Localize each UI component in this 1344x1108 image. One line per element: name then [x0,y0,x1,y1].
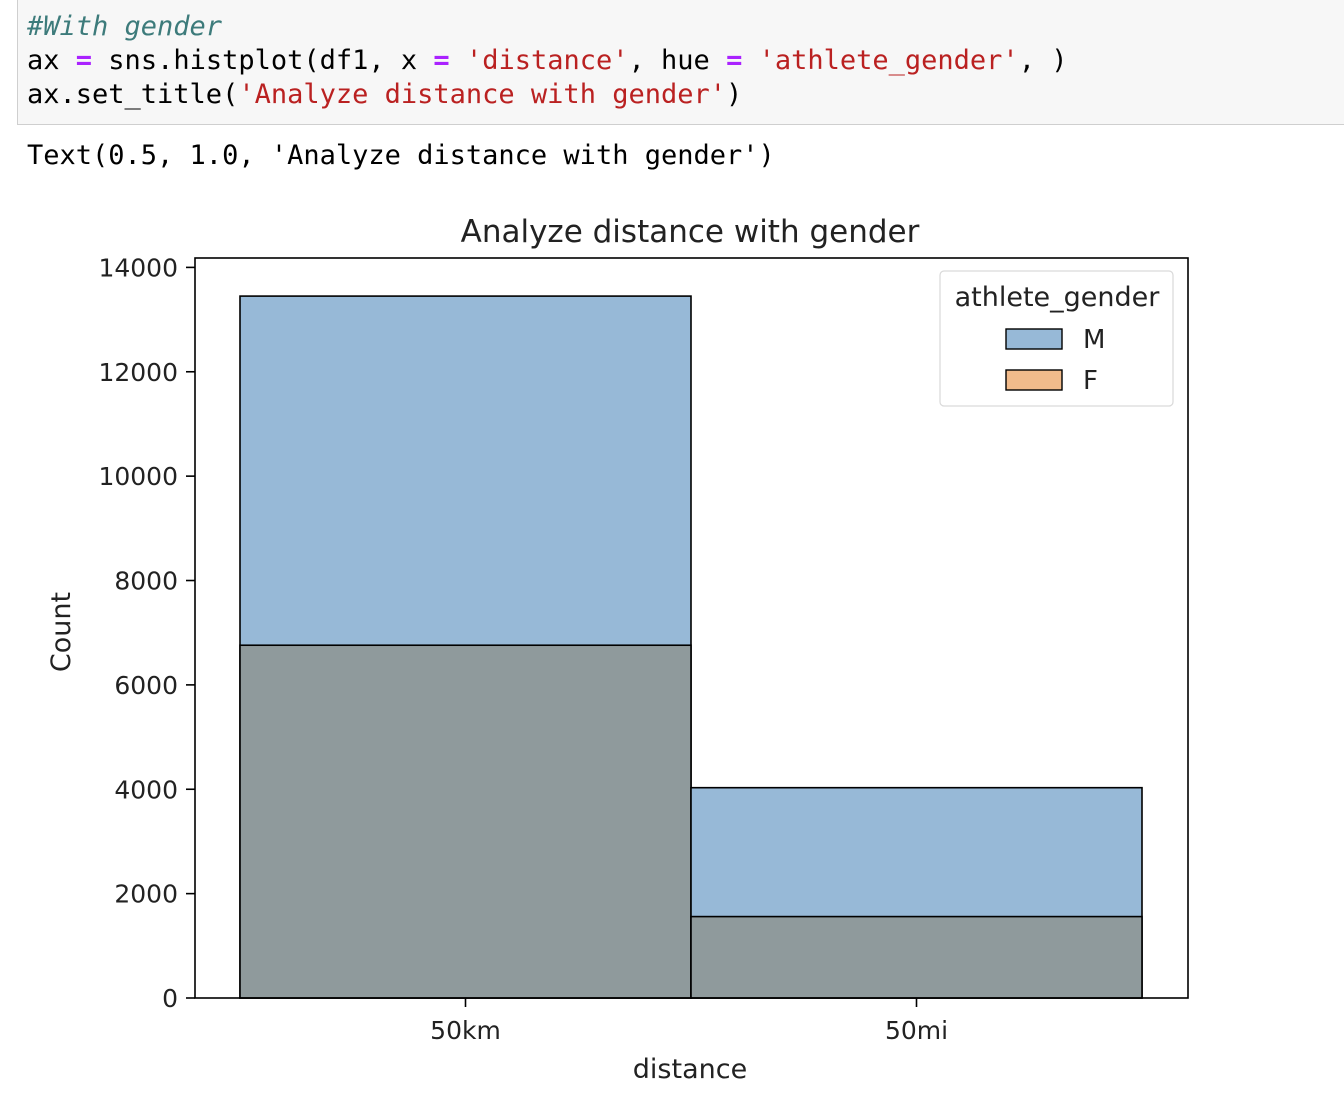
y-tick-label: 2000 [114,880,178,909]
legend-swatch-f [1005,369,1063,391]
y-tick-label: 12000 [98,358,178,387]
code-operator: = [726,45,743,76]
code-token: sns.histplot(df1, x [92,45,434,76]
code-string: 'athlete_gender' [758,45,1019,76]
code-operator: = [433,45,450,76]
x-tick-label: 50mi [885,1016,948,1045]
legend: athlete_gender M F [939,270,1174,407]
legend-swatch-m [1005,328,1063,350]
y-axis-label: Count [46,592,77,672]
code-operator: = [75,45,93,76]
code-token: ax [27,45,76,76]
chart-title: Analyze distance with gender [461,214,920,250]
code-token: ax.set_title( [27,79,239,110]
bar-f-50km [239,644,692,999]
code-string: 'distance' [465,45,629,76]
code-line-3: ax.set_title('Analyze distance with gend… [27,78,742,112]
code-token: , ) [1018,45,1068,76]
cell-output-text: Text(0.5, 1.0, 'Analyze distance with ge… [27,140,775,171]
y-tick-label: 4000 [114,775,178,804]
code-token: , hue [628,45,727,76]
code-line-2: ax = sns.histplot(df1, x = 'distance', h… [27,44,1067,78]
code-cell[interactable]: #With gender ax = sns.histplot(df1, x = … [17,0,1344,125]
y-ticks: 0 2000 4000 6000 8000 10000 12000 14000 [98,253,195,1013]
bar-f-50mi [690,915,1143,999]
y-tick-label: 8000 [114,567,178,596]
code-line-1: #With gender [27,10,222,44]
code-comment: #With gender [27,11,223,42]
legend-title: athlete_gender [955,282,1161,313]
y-tick-label: 14000 [98,253,178,282]
y-tick-label: 0 [162,984,178,1013]
bars-layer [239,295,1143,999]
x-axis-label: distance [633,1054,747,1085]
y-tick-label: 6000 [114,671,178,700]
x-ticks: 50km 50mi [430,998,948,1045]
code-token: ) [726,79,743,110]
axes-frame [194,257,1189,999]
code-string: 'Analyze distance with gender' [238,79,726,110]
legend-label-f: F [1083,366,1098,396]
legend-label-m: M [1083,325,1105,355]
y-tick-label: 10000 [98,462,178,491]
x-tick-label: 50km [430,1016,501,1045]
